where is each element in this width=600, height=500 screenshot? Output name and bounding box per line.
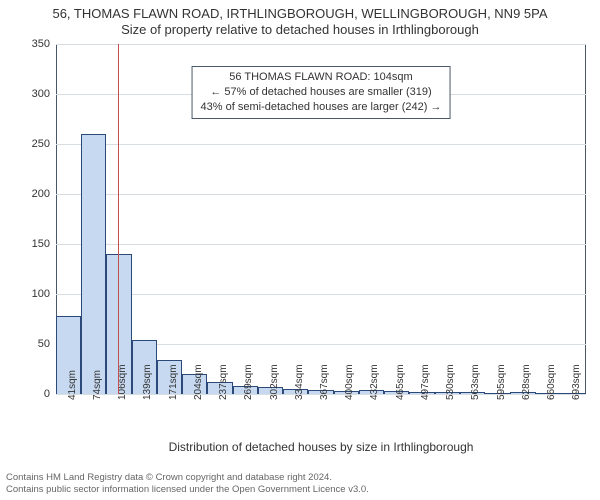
annotation-line-3: 43% of semi-detached houses are larger (… — [201, 100, 442, 115]
xtick-label: 628sqm — [521, 364, 532, 400]
ytick-label: 100 — [32, 288, 56, 300]
xtick-label: 269sqm — [243, 364, 254, 400]
gridline — [56, 144, 586, 145]
x-axis-label: Distribution of detached houses by size … — [56, 440, 586, 454]
xtick-label: 302sqm — [269, 364, 280, 400]
xtick-label: 334sqm — [294, 364, 305, 400]
ytick-label: 150 — [32, 238, 56, 250]
xtick-label: 530sqm — [445, 364, 456, 400]
xtick-label: 660sqm — [546, 364, 557, 400]
gridline — [56, 44, 586, 45]
xtick-label: 41sqm — [67, 370, 78, 400]
xtick-label: 139sqm — [142, 364, 153, 400]
xtick-label: 595sqm — [496, 364, 507, 400]
xtick-label: 74sqm — [92, 370, 103, 400]
attribution-line-2: Contains public sector information licen… — [6, 484, 594, 496]
xtick-label: 432sqm — [369, 364, 380, 400]
gridline — [56, 194, 586, 195]
xtick-label: 465sqm — [395, 364, 406, 400]
xtick-label: 400sqm — [344, 364, 355, 400]
histogram-bar — [81, 134, 106, 394]
xtick-label: 237sqm — [218, 364, 229, 400]
chart-title-sub: Size of property relative to detached ho… — [0, 22, 600, 38]
chart-area: 05010015020025030035041sqm74sqm106sqm139… — [56, 44, 586, 394]
ytick-label: 250 — [32, 138, 56, 150]
ytick-label: 0 — [44, 388, 56, 400]
ytick-label: 50 — [38, 338, 56, 350]
ytick-label: 300 — [32, 88, 56, 100]
annotation-line-1: 56 THOMAS FLAWN ROAD: 104sqm — [201, 70, 442, 85]
annotation-line-2: ← 57% of detached houses are smaller (31… — [201, 85, 442, 100]
xtick-label: 563sqm — [470, 364, 481, 400]
chart-title-main: 56, THOMAS FLAWN ROAD, IRTHLINGBOROUGH, … — [0, 6, 600, 22]
attribution-line-1: Contains HM Land Registry data © Crown c… — [6, 472, 594, 484]
xtick-label: 171sqm — [168, 364, 179, 400]
attribution: Contains HM Land Registry data © Crown c… — [6, 472, 594, 496]
xtick-label: 367sqm — [319, 364, 330, 400]
chart-titles: 56, THOMAS FLAWN ROAD, IRTHLINGBOROUGH, … — [0, 0, 600, 39]
gridline — [56, 244, 586, 245]
xtick-label: 497sqm — [420, 364, 431, 400]
ytick-label: 200 — [32, 188, 56, 200]
marker-line — [118, 44, 120, 394]
ytick-label: 350 — [32, 38, 56, 50]
xtick-label: 204sqm — [193, 364, 204, 400]
annotation-box: 56 THOMAS FLAWN ROAD: 104sqm ← 57% of de… — [192, 66, 451, 119]
gridline — [56, 294, 586, 295]
xtick-label: 693sqm — [571, 364, 582, 400]
